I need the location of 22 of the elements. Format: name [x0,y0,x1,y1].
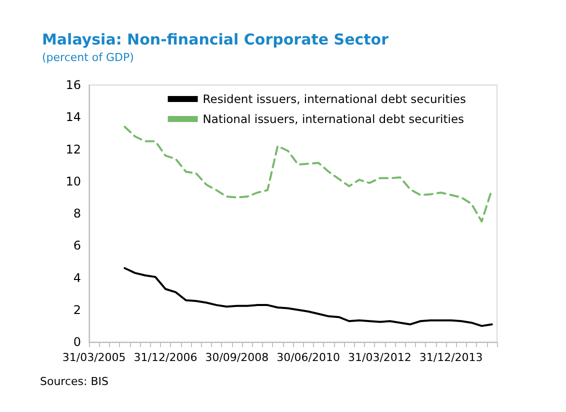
y-tick-label: 0 [73,335,81,349]
y-tick-label: 6 [73,238,81,253]
legend-label: Resident issuers, international debt securities [202,92,466,106]
y-tick-label: 4 [73,270,81,285]
x-tick-label: 30/09/2008 [205,351,269,364]
x-tick-label: 30/06/2010 [276,351,340,364]
x-tick-label: 31/12/2006 [134,351,198,364]
y-tick-label: 8 [73,206,81,220]
line-series [124,267,493,327]
y-tick-label: 14 [66,110,81,124]
y-tick-label: 12 [66,142,81,156]
source-note: Sources: BIS [40,375,109,388]
y-tick-label: 16 [66,78,81,92]
x-tick-label: 31/12/2013 [419,351,483,364]
chart-subtitle: (percent of GDP) [42,51,134,64]
line-series [124,126,493,223]
chart-title: Malaysia: Non-financial Corporate Sector [42,30,390,48]
x-tick-label: 31/03/2005 [62,351,126,364]
y-tick-label: 10 [66,174,81,188]
x-tick-label: 31/03/2012 [348,351,412,364]
y-tick-label: 2 [73,302,81,317]
legend-label: National issuers, international debt securities [202,112,464,126]
